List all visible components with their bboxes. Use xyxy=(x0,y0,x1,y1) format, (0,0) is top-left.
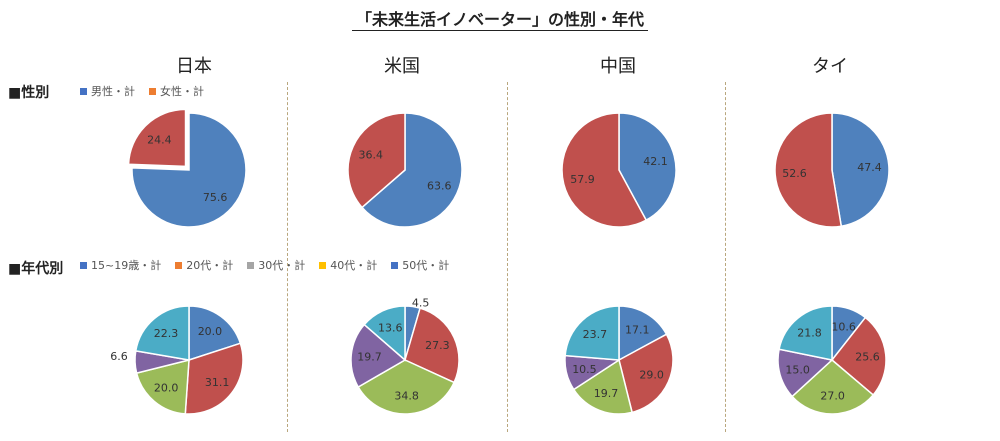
data-label: 75.6 xyxy=(203,191,228,204)
pie-slice xyxy=(135,359,190,415)
pie-slice xyxy=(831,112,890,228)
legend-item: 20代・計 xyxy=(175,257,233,273)
pie-slice xyxy=(360,112,463,228)
data-label: 29.0 xyxy=(639,368,664,381)
section-label-age: ■年代別 xyxy=(8,261,64,277)
pie-slice xyxy=(561,112,648,228)
data-label: 19.7 xyxy=(357,351,382,364)
pie-slice xyxy=(347,112,406,209)
data-label: 57.9 xyxy=(570,173,595,186)
pie-slice xyxy=(134,305,190,361)
pie-slice xyxy=(363,305,406,362)
country-label-china: 中国 xyxy=(600,56,636,77)
pie-slice xyxy=(830,316,887,396)
data-label: 20.0 xyxy=(198,325,223,338)
divider-1 xyxy=(287,82,288,432)
data-label: 63.6 xyxy=(427,180,452,193)
pie-slice xyxy=(188,305,242,362)
country-label-usa: 米国 xyxy=(384,56,420,77)
chart-title: 「未来生活イノベーター」の性別・年代 xyxy=(0,6,1000,31)
pie-slice xyxy=(778,305,833,361)
legend-item: 30代・計 xyxy=(247,257,305,273)
data-label: 21.8 xyxy=(797,326,822,339)
legend-swatch xyxy=(391,261,399,269)
data-label: 52.6 xyxy=(782,167,807,180)
country-label-japan: 日本 xyxy=(176,56,212,77)
data-label: 36.4 xyxy=(359,148,384,161)
pie-slice xyxy=(127,108,187,168)
legend-item: 男性・計 xyxy=(80,83,135,99)
legend-swatch xyxy=(319,261,327,269)
legend-swatch xyxy=(80,261,87,269)
pie-slice xyxy=(404,307,460,384)
legend-swatch xyxy=(149,87,156,95)
legend-label: 15~19歳・計 xyxy=(91,259,162,272)
legend-label: 男性・計 xyxy=(91,85,135,98)
pie-slice xyxy=(618,333,674,414)
data-label: 6.6 xyxy=(110,350,128,363)
legend-item: 女性・計 xyxy=(149,83,204,99)
legend-item: 40代・計 xyxy=(319,257,377,273)
country-label-thailand: タイ xyxy=(812,56,848,77)
data-label: 10.5 xyxy=(572,363,597,376)
legend-swatch xyxy=(247,261,255,269)
pie-slice xyxy=(777,348,834,398)
legend-age: 15~19歳・計 20代・計 30代・計 40代・計 50代・計 xyxy=(80,257,449,273)
pie-slice xyxy=(131,112,247,228)
divider-2 xyxy=(507,82,508,432)
pie-slice xyxy=(618,305,668,362)
data-label: 25.6 xyxy=(855,350,880,363)
data-label: 47.4 xyxy=(857,161,882,174)
data-label: 13.6 xyxy=(378,322,403,335)
data-label: 22.3 xyxy=(154,327,179,340)
pie-slice xyxy=(564,305,620,361)
data-label: 42.1 xyxy=(643,155,668,168)
data-label: 34.8 xyxy=(394,390,419,403)
pie-slice xyxy=(774,112,843,228)
data-label: 23.7 xyxy=(583,328,608,341)
section-label-gender: ■性別 xyxy=(8,85,50,101)
data-label: 20.0 xyxy=(154,381,179,394)
legend-label: 50代・計 xyxy=(402,259,450,272)
legend-gender: 男性・計 女性・計 xyxy=(80,83,204,99)
legend-label: 40代・計 xyxy=(330,259,378,272)
pie-slice xyxy=(791,359,875,415)
data-label: 17.1 xyxy=(625,323,650,336)
pie-slice xyxy=(572,358,634,415)
data-label: 27.0 xyxy=(820,390,845,403)
legend-swatch xyxy=(80,87,87,95)
pie-slice xyxy=(350,323,407,389)
data-label: 19.7 xyxy=(594,387,619,400)
legend-label: 20代・計 xyxy=(186,259,234,272)
data-label: 10.6 xyxy=(831,320,856,333)
legend-swatch xyxy=(175,261,183,269)
divider-3 xyxy=(725,82,726,432)
data-label: 24.4 xyxy=(147,133,172,146)
pie-slice xyxy=(184,342,244,415)
legend-label: 30代・計 xyxy=(258,259,306,272)
data-label: 31.1 xyxy=(205,376,230,389)
legend-item: 50代・計 xyxy=(391,257,449,273)
pie-slice xyxy=(618,112,677,222)
legend-label: 女性・計 xyxy=(160,85,204,98)
legend-item: 15~19歳・計 xyxy=(80,257,161,273)
data-label: 15.0 xyxy=(785,364,810,377)
data-label: 4.5 xyxy=(412,297,430,310)
data-label: 27.3 xyxy=(425,339,450,352)
